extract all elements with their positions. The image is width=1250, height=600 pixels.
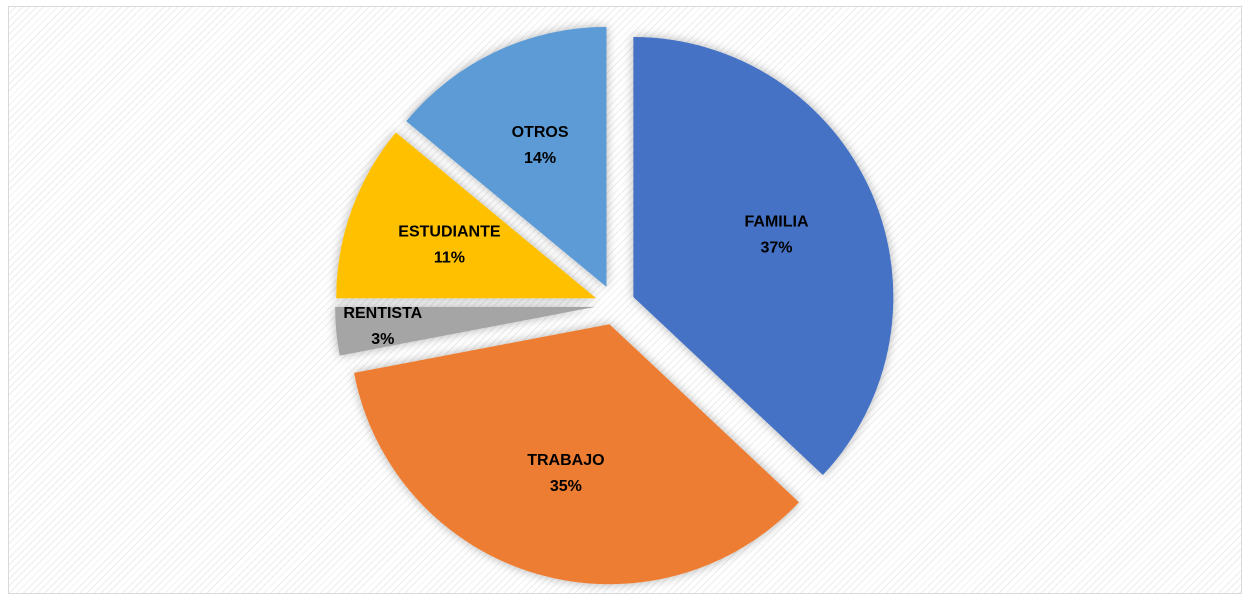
slice-value-label: 3% [371,331,394,348]
slice-category-label: RENTISTA [343,305,422,322]
pie-slice [336,132,597,299]
slice-category-label: ESTUDIANTE [398,224,501,241]
slice-category-label: FAMILIA [745,213,809,230]
pie-slice [633,37,894,476]
slice-category-label: TRABAJO [527,452,604,469]
slice-value-label: 37% [761,239,793,256]
slice-value-label: 14% [524,150,556,167]
pie-slice [354,324,799,585]
slice-value-label: 35% [550,478,582,495]
slice-value-label: 11% [434,250,465,267]
slice-category-label: OTROS [512,124,569,141]
pie-slice [406,26,607,287]
pie-slice [335,306,596,356]
